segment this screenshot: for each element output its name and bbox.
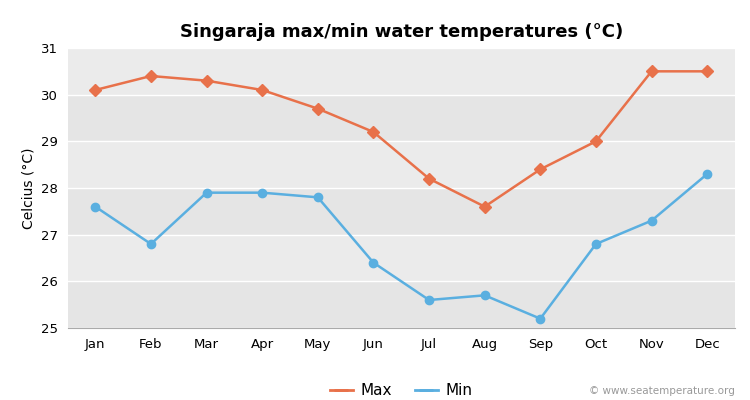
Bar bbox=[68, 281, 735, 328]
Bar bbox=[68, 188, 735, 235]
Text: © www.seatemperature.org: © www.seatemperature.org bbox=[590, 386, 735, 396]
Legend: Max, Min: Max, Min bbox=[324, 377, 478, 400]
Bar bbox=[68, 95, 735, 141]
Y-axis label: Celcius (°C): Celcius (°C) bbox=[21, 147, 35, 229]
Title: Singaraja max/min water temperatures (°C): Singaraja max/min water temperatures (°C… bbox=[180, 23, 622, 41]
